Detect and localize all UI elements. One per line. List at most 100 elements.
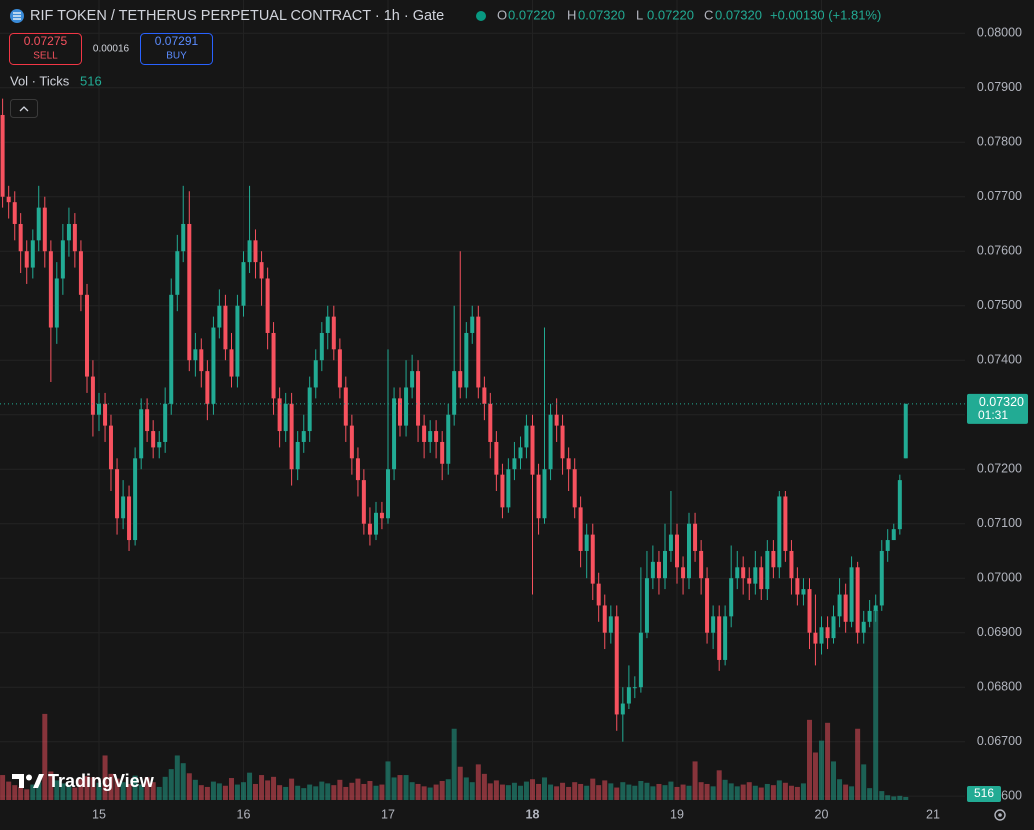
volume-bar xyxy=(18,786,24,800)
chart-title[interactable]: RIF TOKEN / TETHERUS PERPETUAL CONTRACT … xyxy=(30,8,444,24)
volume-bar xyxy=(325,783,331,800)
volume-bar xyxy=(48,771,54,800)
buy-button[interactable] xyxy=(140,33,213,65)
candle-body xyxy=(650,561,655,579)
volume-bar xyxy=(72,787,78,800)
candle-body xyxy=(735,567,740,579)
settings-icon xyxy=(998,813,1002,817)
x-tick-label: 16 xyxy=(237,807,251,821)
candle-body xyxy=(663,550,668,579)
volume-bar xyxy=(716,770,722,800)
candle-body xyxy=(873,605,878,611)
candle-body xyxy=(90,376,95,415)
candle-body xyxy=(783,496,788,551)
volume-bar xyxy=(626,784,632,800)
candle-body xyxy=(181,223,186,252)
collapse-button[interactable] xyxy=(10,99,38,118)
volume-bar xyxy=(30,784,36,800)
candle-body xyxy=(500,474,505,508)
volume-bar xyxy=(782,782,788,800)
volume-bar xyxy=(192,779,198,800)
candle-body xyxy=(307,387,312,432)
candle-body xyxy=(765,550,770,590)
volume-bar xyxy=(650,786,656,800)
candle-body xyxy=(96,403,101,415)
candle-body xyxy=(638,632,643,688)
candle-body xyxy=(18,223,23,252)
volume-bar xyxy=(770,785,776,800)
ohlc-value: 0.07220 xyxy=(647,7,694,22)
candle-body xyxy=(578,507,583,551)
volume-bar xyxy=(391,777,397,800)
candle-body xyxy=(614,616,619,715)
indicator-name[interactable]: Vol · Ticks xyxy=(10,73,70,88)
volume-bar xyxy=(812,752,818,800)
y-tick-label: 0.07700 xyxy=(977,189,1022,203)
x-tick-label: 21 xyxy=(926,807,940,821)
volume-bar xyxy=(819,740,825,800)
volume-bar xyxy=(788,785,794,800)
volume-bar xyxy=(608,783,614,800)
candle-body xyxy=(337,349,342,388)
candle-body xyxy=(590,534,595,584)
candle-body xyxy=(12,202,17,224)
volume-bar xyxy=(210,781,216,800)
volume-bar xyxy=(493,780,499,800)
y-tick-label: 0.07500 xyxy=(977,298,1022,312)
ohlc-value: 0.07220 xyxy=(508,7,555,22)
settings-button[interactable] xyxy=(994,809,1006,821)
volume-bar xyxy=(686,785,692,800)
candle-body xyxy=(536,474,541,519)
volume-bar xyxy=(511,782,517,800)
candle-body xyxy=(470,316,475,333)
buy-price: 0.07291 xyxy=(155,34,199,48)
sell-button[interactable] xyxy=(9,33,82,65)
volume-bar xyxy=(710,786,716,800)
candle-body xyxy=(325,316,330,333)
candle-body xyxy=(482,387,487,404)
volume-bar xyxy=(138,784,144,800)
candle-body xyxy=(548,414,553,470)
volume-bar xyxy=(265,780,271,800)
candle-body xyxy=(452,371,457,415)
volume-bar xyxy=(24,789,30,800)
volume-bar xyxy=(132,775,138,800)
volume-bar xyxy=(825,722,831,800)
candle-body xyxy=(584,534,589,551)
volume-bar xyxy=(234,784,240,800)
candle-body xyxy=(494,441,499,475)
candle-body xyxy=(36,207,41,241)
candle-body xyxy=(789,550,794,579)
candle-body xyxy=(560,425,565,459)
ohlc-key: L xyxy=(636,7,643,22)
volume-bar xyxy=(523,781,529,800)
volume-bar xyxy=(505,785,511,800)
candle-body xyxy=(66,223,71,241)
volume-bar xyxy=(776,780,782,800)
y-tick-label: 0.07400 xyxy=(977,353,1022,367)
candle-body xyxy=(686,523,691,579)
candle-body xyxy=(283,403,288,432)
candle-body xyxy=(795,578,800,595)
volume-bar xyxy=(837,779,843,800)
volume-bar xyxy=(800,783,806,800)
candle-body xyxy=(361,480,366,524)
candle-body xyxy=(319,332,324,361)
candle-body xyxy=(253,240,258,263)
volume-bar xyxy=(632,785,638,800)
candle-body xyxy=(476,316,481,388)
logo-text: TradingView xyxy=(48,771,155,791)
volume-bar xyxy=(331,785,337,800)
candle-body xyxy=(699,550,704,579)
volume-bar xyxy=(656,783,662,800)
volume-bar xyxy=(174,755,180,800)
volume-bar xyxy=(168,769,174,800)
volume-bar xyxy=(379,784,385,800)
volume-bar xyxy=(692,761,698,800)
candle-body xyxy=(843,594,848,622)
candle-body xyxy=(60,240,65,279)
volume-bar xyxy=(536,783,542,800)
candle-body xyxy=(379,512,384,519)
volume-bar xyxy=(590,778,596,800)
